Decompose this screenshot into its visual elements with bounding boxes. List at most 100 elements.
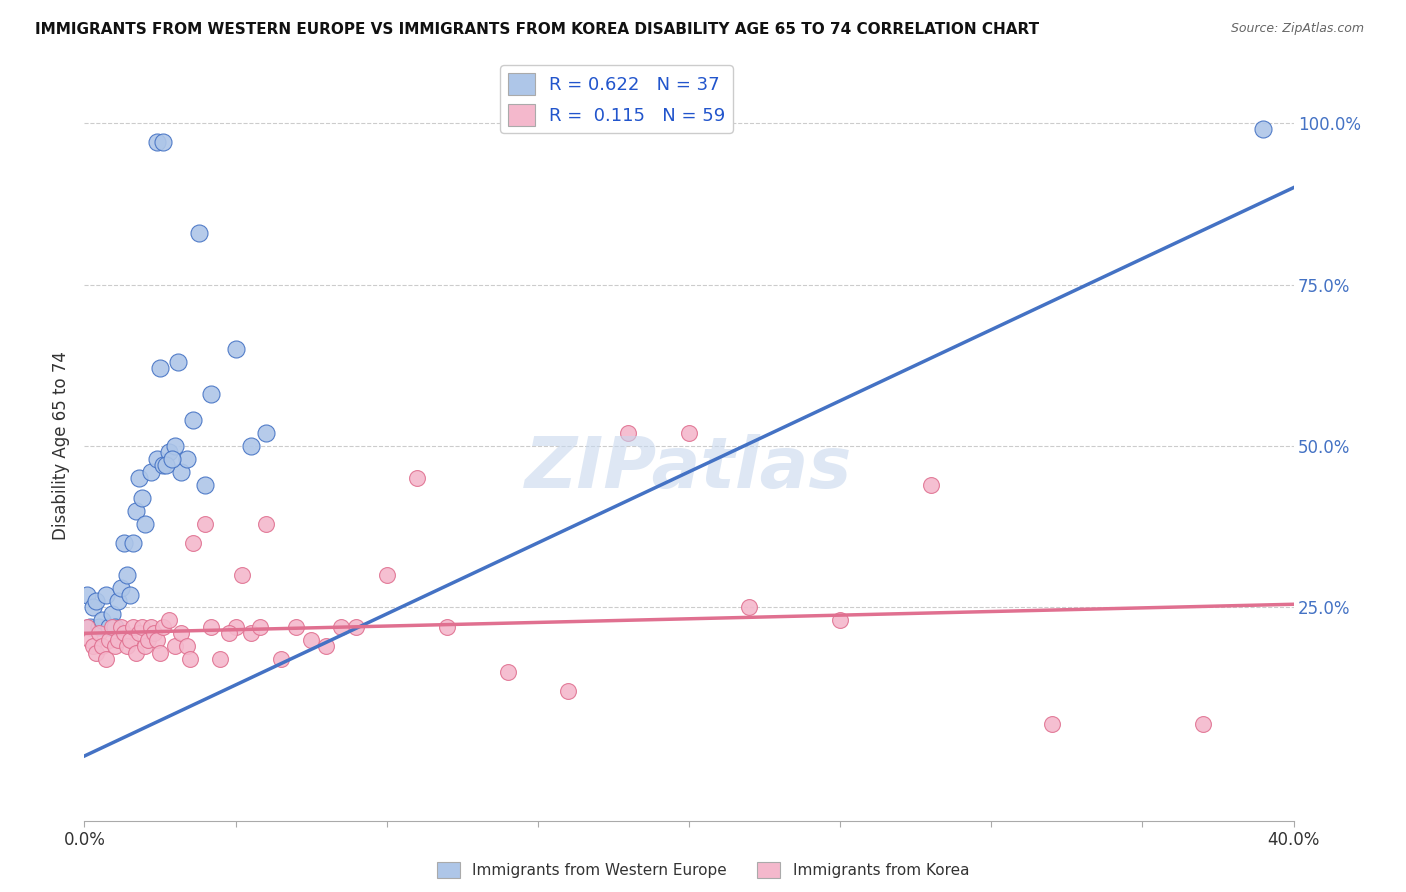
Point xyxy=(91,639,114,653)
Point xyxy=(128,626,150,640)
Point xyxy=(200,620,222,634)
Point xyxy=(128,471,150,485)
Point xyxy=(167,355,190,369)
Point xyxy=(100,607,122,621)
Point xyxy=(678,426,700,441)
Point xyxy=(89,620,111,634)
Point xyxy=(152,620,174,634)
Point xyxy=(239,439,262,453)
Point xyxy=(146,136,169,150)
Point xyxy=(1192,716,1215,731)
Point xyxy=(346,620,368,634)
Point xyxy=(249,620,271,634)
Text: Source: ZipAtlas.com: Source: ZipAtlas.com xyxy=(1230,22,1364,36)
Y-axis label: Disability Age 65 to 74: Disability Age 65 to 74 xyxy=(52,351,70,541)
Point xyxy=(181,413,204,427)
Point xyxy=(107,632,129,647)
Point xyxy=(79,620,101,634)
Point xyxy=(100,620,122,634)
Point xyxy=(91,614,114,628)
Point xyxy=(254,426,277,441)
Point xyxy=(557,684,579,698)
Point xyxy=(146,632,169,647)
Point xyxy=(299,632,322,647)
Point xyxy=(176,451,198,466)
Point xyxy=(152,458,174,473)
Point xyxy=(270,652,292,666)
Point xyxy=(149,361,172,376)
Point xyxy=(617,426,640,441)
Point xyxy=(225,342,247,356)
Point xyxy=(1040,716,1063,731)
Point xyxy=(436,620,458,634)
Point xyxy=(146,451,169,466)
Point xyxy=(110,620,132,634)
Point xyxy=(76,620,98,634)
Legend: Immigrants from Western Europe, Immigrants from Korea: Immigrants from Western Europe, Immigran… xyxy=(430,856,976,884)
Point xyxy=(209,652,232,666)
Point xyxy=(115,568,138,582)
Point xyxy=(496,665,519,679)
Point xyxy=(165,439,187,453)
Point xyxy=(125,503,148,517)
Point xyxy=(375,568,398,582)
Point xyxy=(104,620,127,634)
Point xyxy=(1253,122,1275,136)
Point xyxy=(97,620,120,634)
Point xyxy=(89,626,111,640)
Point xyxy=(231,568,253,582)
Legend: R = 0.622   N = 37, R =  0.115   N = 59: R = 0.622 N = 37, R = 0.115 N = 59 xyxy=(501,65,733,133)
Point xyxy=(82,639,104,653)
Point xyxy=(110,581,132,595)
Point xyxy=(157,445,180,459)
Point xyxy=(112,536,135,550)
Point xyxy=(107,594,129,608)
Point xyxy=(285,620,308,634)
Point xyxy=(118,588,141,602)
Point xyxy=(82,600,104,615)
Point xyxy=(330,620,353,634)
Point xyxy=(181,536,204,550)
Point xyxy=(160,451,183,466)
Point xyxy=(188,226,211,240)
Point xyxy=(225,620,247,634)
Point xyxy=(134,639,156,653)
Point xyxy=(155,458,177,473)
Point xyxy=(157,614,180,628)
Point xyxy=(200,387,222,401)
Point xyxy=(920,477,942,491)
Point xyxy=(125,646,148,660)
Text: ZIPatlas: ZIPatlas xyxy=(526,434,852,503)
Point xyxy=(170,626,193,640)
Point xyxy=(104,639,127,653)
Point xyxy=(194,516,217,531)
Point xyxy=(254,516,277,531)
Point xyxy=(239,626,262,640)
Point xyxy=(79,632,101,647)
Point xyxy=(134,516,156,531)
Point xyxy=(94,588,117,602)
Point xyxy=(139,620,162,634)
Point xyxy=(112,626,135,640)
Text: IMMIGRANTS FROM WESTERN EUROPE VS IMMIGRANTS FROM KOREA DISABILITY AGE 65 TO 74 : IMMIGRANTS FROM WESTERN EUROPE VS IMMIGR… xyxy=(35,22,1039,37)
Point xyxy=(115,639,138,653)
Point xyxy=(179,652,201,666)
Point xyxy=(139,465,162,479)
Point xyxy=(142,626,165,640)
Point xyxy=(176,639,198,653)
Point xyxy=(121,536,143,550)
Point xyxy=(149,646,172,660)
Point xyxy=(830,614,852,628)
Point xyxy=(97,632,120,647)
Point xyxy=(738,600,761,615)
Point xyxy=(170,465,193,479)
Point xyxy=(121,620,143,634)
Point xyxy=(406,471,429,485)
Point xyxy=(118,632,141,647)
Point xyxy=(131,620,153,634)
Point xyxy=(76,588,98,602)
Point xyxy=(136,632,159,647)
Point xyxy=(315,639,337,653)
Point xyxy=(218,626,240,640)
Point xyxy=(94,652,117,666)
